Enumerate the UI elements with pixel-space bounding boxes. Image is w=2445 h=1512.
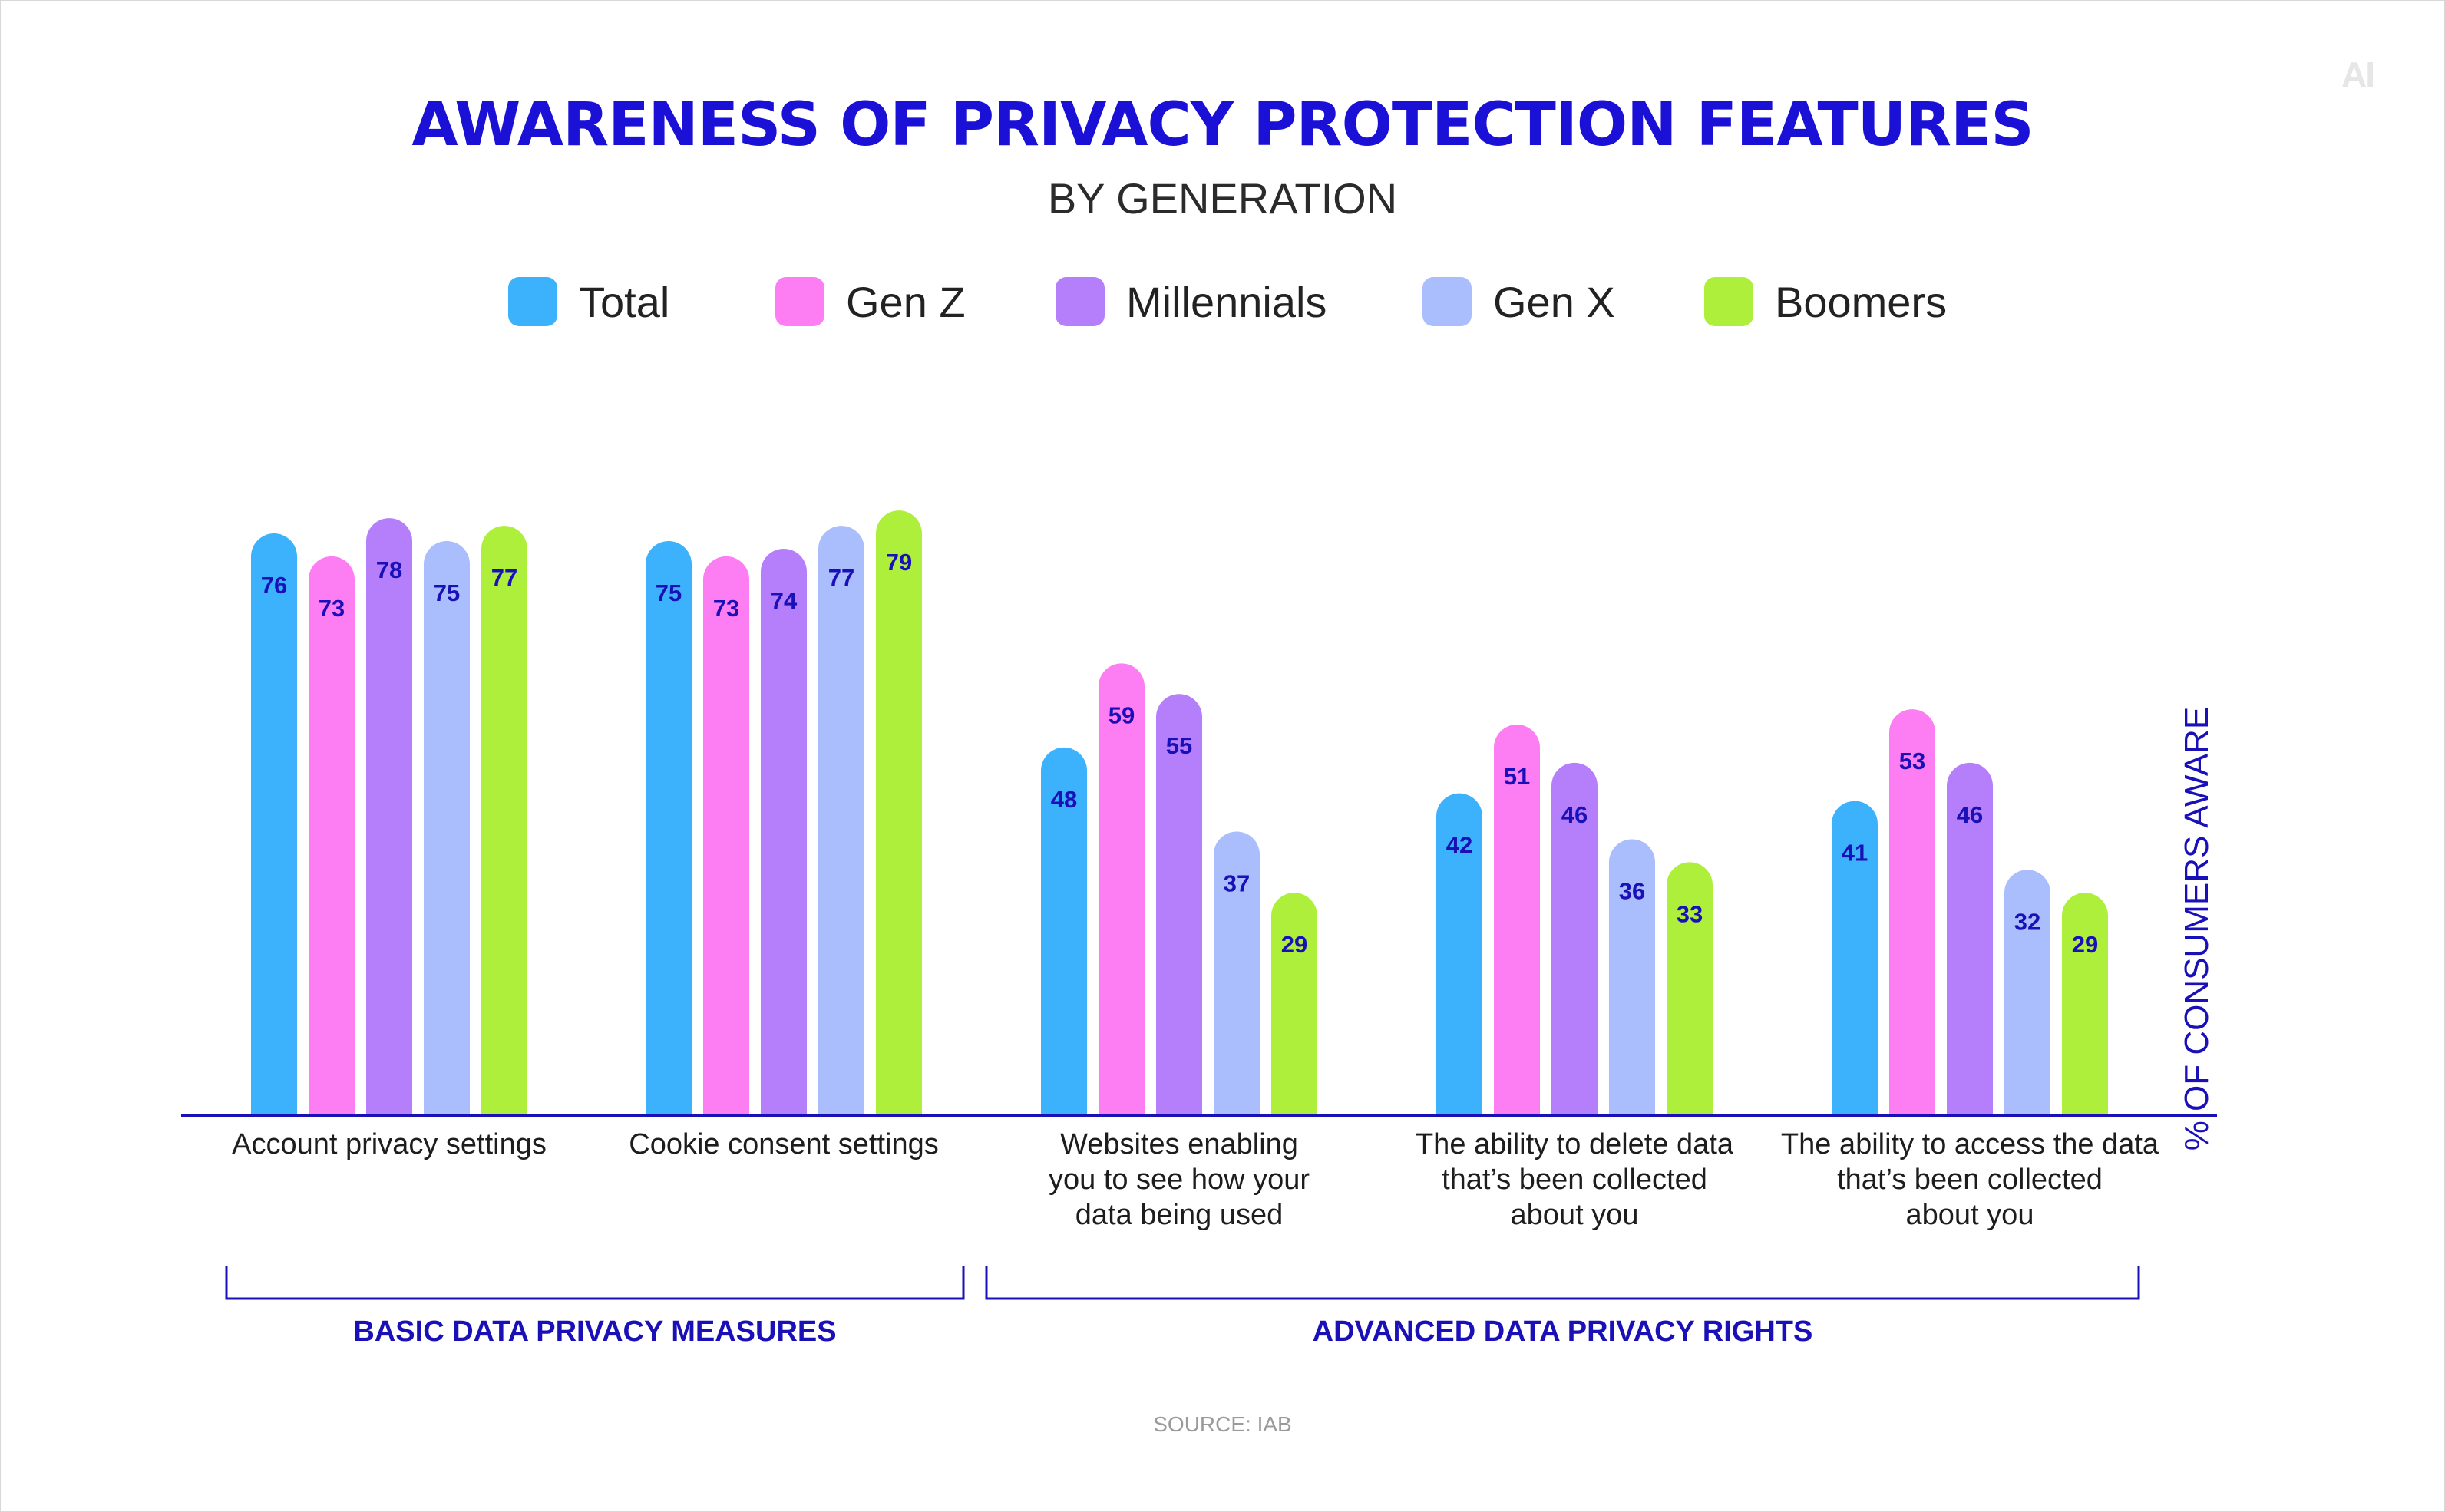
category-label: The ability to delete data that’s been co… [1375, 1127, 1774, 1233]
bar-value-label: 55 [1166, 732, 1192, 759]
category-label-line: Websites enabling [1060, 1128, 1298, 1160]
bar-gen-z [1889, 709, 1935, 1114]
category-label-line: Cookie consent settings [629, 1128, 939, 1160]
group-bracket [985, 1266, 2140, 1300]
bar-value-label: 36 [1619, 877, 1645, 904]
bar-gen-x [1214, 831, 1260, 1114]
category-label: Websites enabling you to see how your data… [980, 1127, 1379, 1233]
bar-total [251, 533, 297, 1114]
bar-value-label: 76 [261, 572, 287, 599]
category-label: Cookie consent settings [584, 1127, 983, 1162]
bar-value-label: 77 [828, 564, 854, 591]
bar-value-label: 51 [1504, 763, 1530, 790]
bar-value-label: 48 [1051, 786, 1077, 813]
bar-millennials [1156, 694, 1202, 1114]
bar-gen-x [818, 526, 864, 1114]
legend-item: Gen Z [775, 273, 966, 330]
category-label-line: you to see how your [1048, 1164, 1310, 1196]
category-label-line: that’s been collected [1442, 1164, 1707, 1196]
legend-item: Boomers [1704, 273, 1947, 330]
legend-item: Millennials [1056, 273, 1327, 330]
bar-value-label: 59 [1109, 702, 1135, 728]
bar-value-label: 33 [1677, 900, 1703, 927]
bar-value-label: 79 [886, 549, 912, 576]
bar-total [1436, 793, 1482, 1114]
bar-value-label: 37 [1224, 870, 1250, 896]
legend-label: Millennials [1126, 277, 1327, 326]
legend-swatch [508, 277, 557, 326]
legend-swatch [775, 277, 824, 326]
bar-value-label: 77 [491, 564, 517, 591]
group-label: ADVANCED DATA PRIVACY RIGHTS [1312, 1316, 1813, 1348]
category-label-line: that’s been collected [1837, 1164, 2103, 1196]
category-label: Account privacy settings [190, 1127, 589, 1162]
bar-boomers [481, 526, 527, 1114]
y-axis-label: % OF CONSUMERS AWARE [2178, 706, 2215, 1151]
bar-gen-z [309, 556, 355, 1114]
legend-label: Total [579, 277, 670, 326]
bar-value-label: 75 [656, 579, 682, 606]
bar-value-label: 74 [771, 587, 798, 614]
legend-item: Gen X [1422, 273, 1615, 330]
legend-item: Total [508, 273, 669, 330]
bar-value-label: 78 [376, 556, 402, 583]
bar-millennials [761, 548, 807, 1114]
bar-millennials [366, 518, 412, 1114]
bar-boomers [2062, 893, 2108, 1114]
chart-subtitle: BY GENERATION [1047, 174, 1398, 223]
legend-swatch [1056, 277, 1105, 326]
bar-millennials [1947, 762, 1993, 1114]
group-bracket [225, 1266, 965, 1300]
bar-boomers [876, 510, 922, 1114]
bar-value-label: 73 [319, 595, 345, 622]
category-label-line: data being used [1075, 1199, 1284, 1231]
legend-label: Boomers [1775, 277, 1948, 326]
bar-gen-z [703, 556, 750, 1114]
bar-gen-x [2004, 870, 2050, 1114]
category-label-line: The ability to delete data [1415, 1128, 1734, 1160]
bar-boomers [1271, 893, 1317, 1114]
brand-logo: AI [2341, 54, 2375, 94]
bar-value-label: 41 [1842, 840, 1868, 867]
bar-value-label: 75 [434, 579, 460, 606]
bar-value-label: 46 [1561, 801, 1588, 828]
category-label: The ability to access the data that’s bee… [1770, 1127, 2169, 1233]
bar-value-label: 32 [2014, 908, 2040, 935]
bar-boomers [1667, 862, 1713, 1114]
bar-millennials [1551, 762, 1598, 1114]
category-label-line: Account privacy settings [232, 1128, 547, 1160]
legend-swatch [1704, 277, 1753, 326]
legend-swatch [1422, 277, 1472, 326]
bar-total [1832, 801, 1878, 1114]
category-label-line: about you [1905, 1199, 2034, 1231]
legend-label: Gen X [1493, 277, 1615, 326]
bar-value-label: 42 [1446, 832, 1472, 859]
bar-value-label: 53 [1899, 748, 1925, 774]
bar-value-label: 73 [713, 595, 739, 622]
group-label: BASIC DATA PRIVACY MEASURES [353, 1316, 837, 1348]
bar-gen-z [1099, 663, 1145, 1114]
source-note: SOURCE: IAB [1153, 1412, 1292, 1436]
category-label-line: The ability to access the data [1780, 1128, 2159, 1160]
legend-label: Gen Z [846, 277, 966, 326]
chart-title: AWARENESS OF PRIVACY PROTECTION FEATURES [411, 91, 2034, 160]
bar-total [1041, 747, 1087, 1114]
bar-gen-z [1494, 725, 1540, 1114]
bar-total [646, 541, 692, 1114]
legend: Total Gen Z Millennials Gen X Boomers [0, 273, 2445, 335]
bar-value-label: 29 [2072, 931, 2098, 958]
bar-value-label: 29 [1281, 931, 1307, 958]
bar-value-label: 46 [1957, 801, 1983, 828]
category-label-line: about you [1510, 1199, 1639, 1231]
bar-gen-x [424, 541, 470, 1114]
bar-gen-x [1609, 839, 1655, 1114]
